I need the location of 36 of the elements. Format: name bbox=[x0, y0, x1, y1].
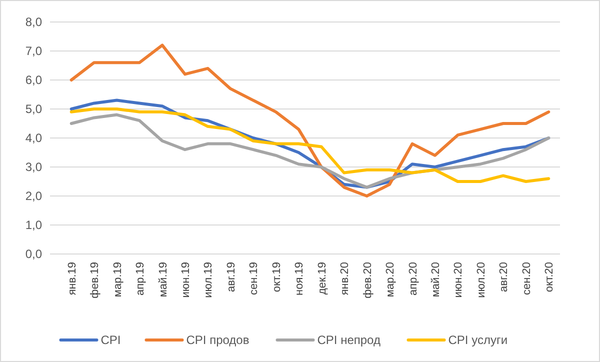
x-tick-label: май.20 bbox=[430, 262, 442, 298]
x-tick-label: апр.20 bbox=[407, 262, 420, 296]
legend-label: CPI bbox=[100, 333, 121, 348]
x-tick-label: июн.19 bbox=[180, 262, 192, 298]
legend-label: CPI продов bbox=[186, 333, 250, 348]
x-tick-label: янв.20 bbox=[339, 262, 352, 296]
x-tick-label: июн.20 bbox=[452, 262, 465, 298]
x-tick-label: сен.20 bbox=[520, 262, 533, 295]
y-tick-label: 1,0 bbox=[25, 218, 42, 232]
y-tick-label: 0,0 bbox=[25, 247, 42, 262]
x-tick-label: дек.19 bbox=[316, 262, 328, 295]
y-tick-label: 8,0 bbox=[25, 15, 42, 30]
x-tick-label: апр.19 bbox=[134, 262, 147, 296]
x-tick-label: авг.20 bbox=[498, 262, 510, 292]
x-tick-label: фев.20 bbox=[362, 262, 374, 298]
y-tick-label: 4,0 bbox=[25, 131, 42, 146]
x-tick-label: фев.19 bbox=[89, 262, 102, 298]
x-tick-label: мар.19 bbox=[112, 262, 124, 298]
x-tick-label: июл.20 bbox=[475, 262, 488, 298]
legend-label: CPI непрод bbox=[317, 333, 380, 348]
y-tick-label: 2,0 bbox=[25, 189, 42, 204]
x-tick-label: окт.19 bbox=[270, 262, 283, 292]
x-tick-label: июл.19 bbox=[202, 262, 215, 298]
y-tick-label: 5,0 bbox=[25, 102, 42, 116]
y-tick-label: 6,0 bbox=[25, 73, 42, 88]
legend-label: CPI услуги bbox=[448, 333, 508, 348]
x-tick-label: ноя.19 bbox=[294, 262, 306, 296]
y-tick-label: 3,0 bbox=[25, 160, 42, 174]
x-tick-label: окт.20 bbox=[544, 262, 556, 292]
x-tick-label: мар.20 bbox=[384, 262, 397, 298]
line-series bbox=[70, 44, 550, 198]
x-tick-label: янв.19 bbox=[66, 262, 78, 296]
x-tick-label: май.19 bbox=[157, 262, 170, 298]
x-tick-label: авг.19 bbox=[225, 262, 238, 292]
x-tick-label: сен.19 bbox=[248, 262, 260, 295]
y-tick-label: 7,0 bbox=[25, 44, 42, 58]
